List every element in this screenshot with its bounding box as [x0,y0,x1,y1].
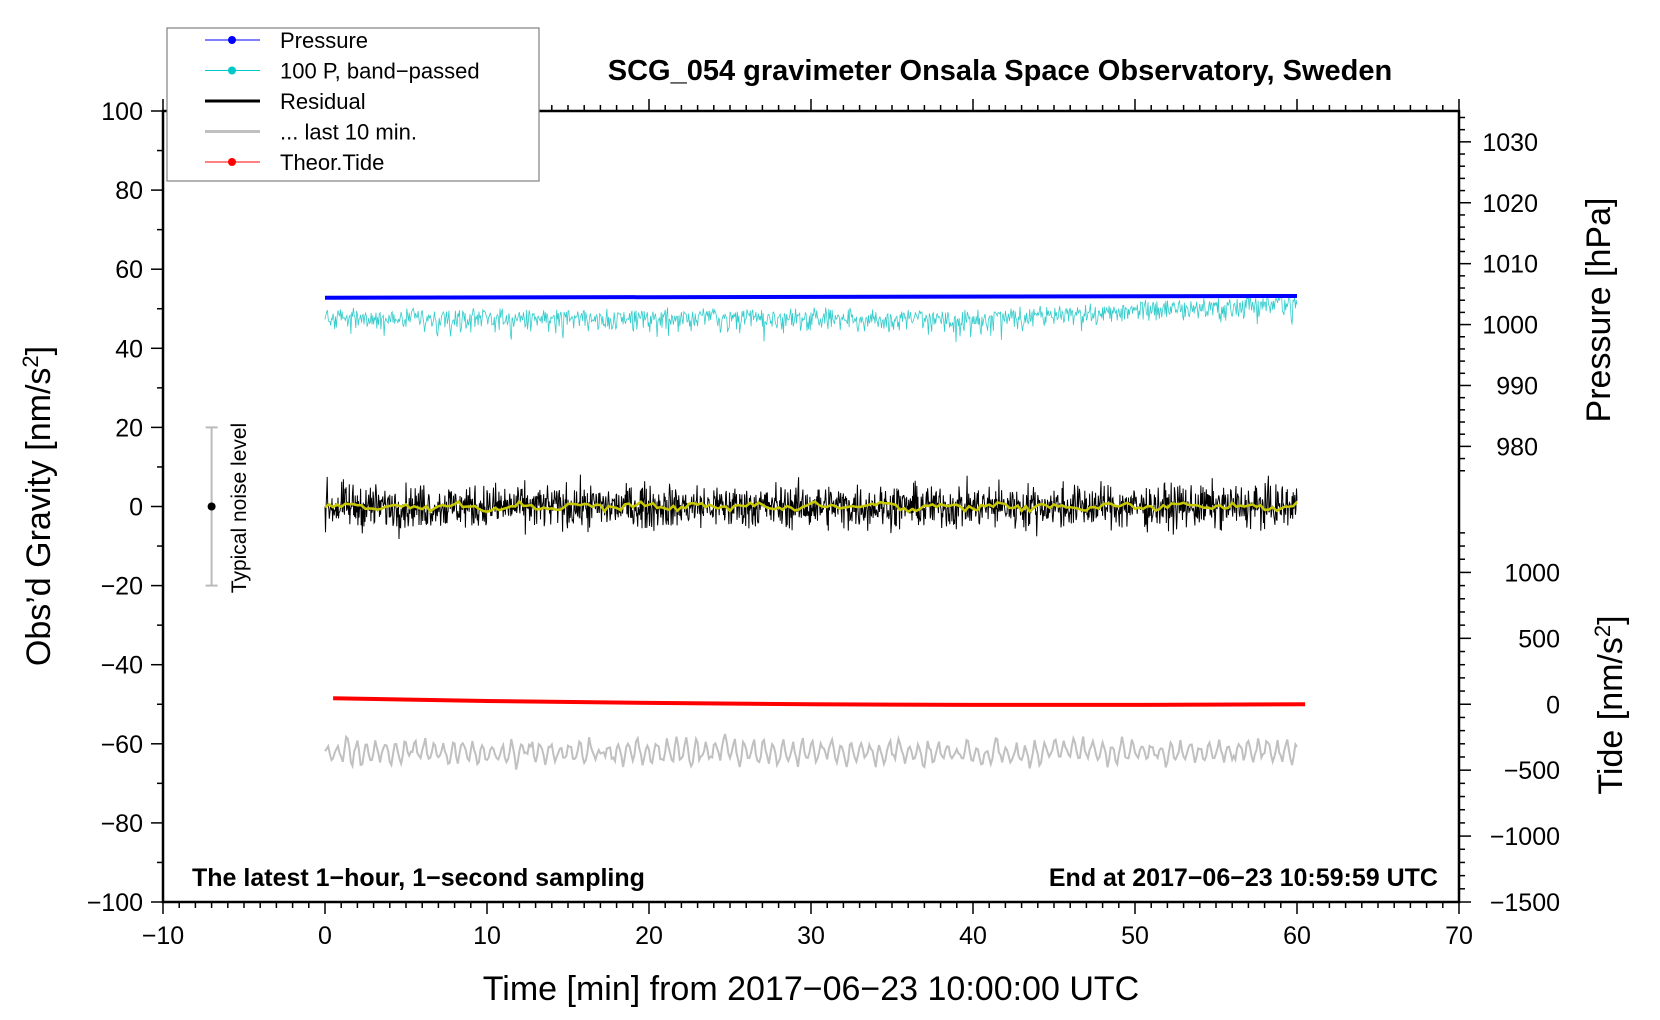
y-tick-label: 20 [115,414,143,442]
x-tick-label: 30 [797,922,825,950]
series-pressure [324,293,1298,300]
tide-tick-label: 500 [1518,625,1560,653]
x-tick-label: 50 [1121,922,1149,950]
legend-label: Pressure [280,28,368,53]
series-residual [324,474,1298,540]
axes-ticks: −10 0 10 20 30 40 50 60 70100806040200−20−40−60−… [87,98,1560,950]
legend-swatch-marker [228,158,236,166]
y-tick-label: 0 [129,494,143,522]
x-axis-label: Time [min] from 2017−06−23 10:00:00 UTC [483,970,1139,1008]
legend-label: ... last 10 min. [280,120,417,145]
series-last-10-min [324,733,1298,770]
pressure-tick-label: 1010 [1482,251,1538,279]
y-tick-label: 100 [101,98,143,126]
x-tick-label: −10 [142,922,184,950]
legend-box [166,27,540,182]
pressure-tick-label: 990 [1496,372,1538,400]
plot-frame [161,109,1461,904]
legend-label: Theor.Tide [280,150,384,175]
tide-tick-label: 1000 [1504,559,1560,587]
y-tick-label: 80 [115,177,143,205]
series-residual-smoothed [324,499,1298,514]
y-axis-label-pressure: Pressure [hPa] [1580,198,1618,423]
tide-tick-label: 0 [1546,691,1560,719]
y-tick-label: −80 [101,810,143,838]
x-tick-label: 60 [1283,922,1311,950]
y-axis-label-left: Obs’d Gravity [nm/s2] [18,346,58,666]
pressure-tick-label: 1020 [1482,190,1538,218]
pressure-tick-label: 980 [1496,433,1538,461]
x-tick-label: 0 [318,922,332,950]
y-tick-label: −100 [87,889,143,917]
tide-tick-label: −500 [1504,757,1560,785]
x-tick-label: 70 [1445,922,1473,950]
pressure-tick-label: 1030 [1482,129,1538,157]
annotation-left: The latest 1−hour, 1−second sampling [192,864,645,892]
legend-label: 100 P, band−passed [280,59,480,84]
y-tick-label: 40 [115,335,143,363]
legend-label: Residual [280,89,366,114]
chart-title: SCG_054 gravimeter Onsala Space Observat… [608,55,1392,87]
pressure-tick-label: 1000 [1482,312,1538,340]
noise-level-label: Typical noise level [228,423,251,593]
tide-tick-label: −1000 [1490,823,1560,851]
x-tick-label: 20 [635,922,663,950]
x-tick-label: 10 [473,922,501,950]
tide-tick-label: −1500 [1490,889,1560,917]
annotation-right: End at 2017−06−23 10:59:59 UTC [1049,864,1438,892]
y-tick-label: −60 [101,731,143,759]
y-tick-label: 60 [115,256,143,284]
legend: Pressure 100 P, band−passed Residual ... la… [166,27,540,182]
x-tick-label: 40 [959,922,987,950]
y-axis-label-tide: Tide [nm/s2] [1590,615,1630,794]
noise-bar-center [207,502,216,511]
y-tick-label: −20 [101,573,143,601]
plot-series [205,293,1306,770]
y-tick-label: −40 [101,652,143,680]
legend-swatch-marker [228,36,236,44]
series-band-passed-pressure [324,294,1298,343]
series-theoretical-tide [333,696,1306,707]
legend-swatch-marker [228,66,236,75]
